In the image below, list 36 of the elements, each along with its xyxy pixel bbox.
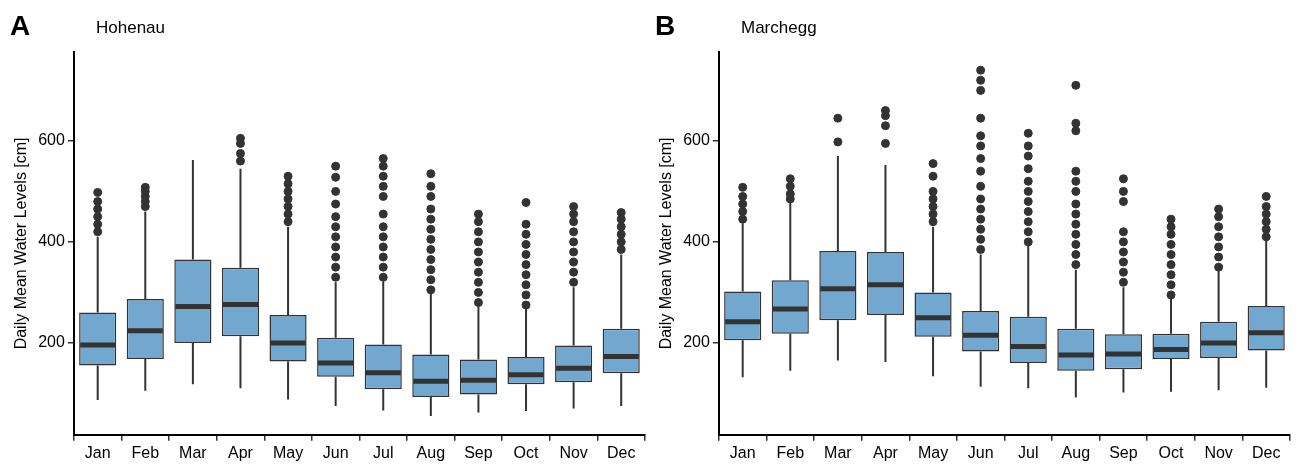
x-tick-label: May (917, 443, 949, 461)
y-tick-label: 200 (38, 333, 65, 351)
x-tick-label: Dec (1251, 443, 1281, 461)
x-tick-label: Jan (729, 443, 756, 461)
x-tick-label: Oct (1158, 443, 1185, 461)
x-tick-label: Sep (464, 443, 493, 461)
y-tick-label: 600 (683, 131, 710, 149)
x-tick-label: Jun (967, 443, 994, 461)
y-axis-title: Daily Mean Water Levels [cm] (12, 137, 30, 350)
x-tick-label: Oct (513, 443, 540, 461)
text: B (655, 10, 676, 42)
x-tick-label: Aug (1061, 443, 1091, 461)
x-tick-label: May (272, 443, 304, 461)
x-tick-label: Mar (179, 443, 208, 461)
text: A (10, 10, 31, 42)
chart-title: Hohenau (96, 18, 166, 38)
x-tick-label: Jan (84, 443, 111, 461)
x-tick-label: Aug (416, 443, 446, 461)
x-tick-label: Sep (1109, 443, 1138, 461)
x-tick-label: Jul (373, 443, 394, 461)
x-tick-label: Jun (322, 443, 349, 461)
y-tick-label: 400 (683, 232, 710, 250)
y-tick-label: 600 (38, 131, 65, 149)
y-tick-label: 400 (38, 232, 65, 250)
x-tick-label: Nov (1204, 443, 1233, 461)
x-tick-label: Mar (824, 443, 853, 461)
chart-title: Marchegg (741, 18, 817, 38)
x-tick-label: Nov (559, 443, 588, 461)
x-tick-label: Feb (776, 443, 805, 461)
x-tick-label: Apr (873, 443, 899, 461)
x-tick-label: Feb (131, 443, 160, 461)
x-tick-label: Apr (228, 443, 254, 461)
y-tick-label: 200 (683, 333, 710, 351)
y-axis-title: Daily Mean Water Levels [cm] (657, 137, 675, 350)
x-tick-label: Dec (606, 443, 636, 461)
x-tick-label: Jul (1018, 443, 1039, 461)
